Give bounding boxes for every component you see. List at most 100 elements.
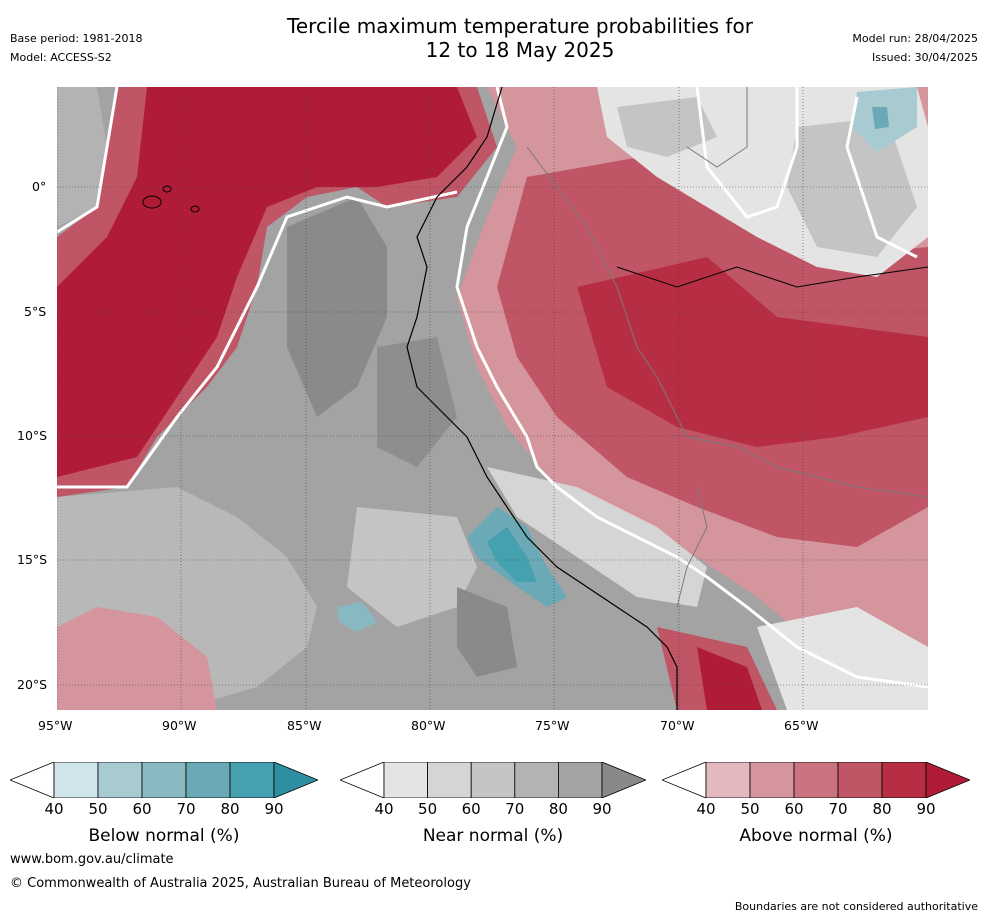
colorbar-below-normal-ticks: 40 50 60 70 80 90 bbox=[10, 802, 318, 820]
lat-tick-label: 20°S bbox=[17, 677, 48, 692]
near-normal-region bbox=[347, 507, 477, 627]
colorbar-swatch bbox=[229, 762, 275, 798]
model-name-text: Model: ACCESS-S2 bbox=[10, 51, 112, 64]
colorbar-tick-label: 40 bbox=[374, 800, 394, 818]
colorbar-tick-label: 50 bbox=[740, 800, 760, 818]
below-normal-high-region bbox=[487, 527, 537, 582]
colorbar-swatch bbox=[141, 762, 187, 798]
near-normal-region bbox=[487, 467, 707, 607]
colorbar-swatch bbox=[837, 762, 883, 798]
lon-tick-label: 70°W bbox=[660, 718, 695, 733]
contour-line bbox=[57, 87, 119, 234]
colorbar-tick-label: 80 bbox=[220, 800, 240, 818]
country-border bbox=[656, 376, 928, 498]
probability-map bbox=[57, 87, 928, 710]
lon-tick-label: 65°W bbox=[784, 718, 819, 733]
colorbar-swatch bbox=[427, 762, 472, 798]
contour-line bbox=[695, 87, 799, 219]
lat-tick-label: 5°S bbox=[24, 304, 47, 319]
coastline bbox=[406, 87, 678, 710]
colorbar-under-triangle bbox=[662, 762, 707, 798]
below-normal-high-region bbox=[872, 107, 889, 129]
lat-tick-label: 0° bbox=[32, 179, 47, 194]
colorbar-tick-label: 80 bbox=[872, 800, 892, 818]
colorbar-swatch bbox=[793, 762, 839, 798]
colorbar-below-normal-swatches bbox=[10, 762, 318, 798]
colorbar-above-normal-ticks: 40 50 60 70 80 90 bbox=[662, 802, 970, 820]
above-normal-region bbox=[57, 607, 217, 710]
near-normal-high-region bbox=[377, 337, 457, 467]
probability-map-canvas bbox=[57, 87, 928, 710]
colorbar-under-triangle bbox=[340, 762, 385, 798]
colorbar-over-triangle bbox=[925, 762, 970, 798]
copyright-text: © Commonwealth of Australia 2025, Austra… bbox=[10, 876, 471, 891]
colorbar-tick-label: 60 bbox=[132, 800, 152, 818]
colorbar-tick-label: 40 bbox=[696, 800, 716, 818]
colorbar-swatch bbox=[185, 762, 231, 798]
colorbar-over-triangle bbox=[273, 762, 318, 798]
country-border bbox=[676, 486, 708, 608]
colorbar-below-normal: 40 50 60 70 80 90 Below normal (%) bbox=[10, 762, 318, 852]
river-line bbox=[616, 266, 928, 288]
above-normal-high-region bbox=[57, 87, 477, 477]
colorbar-swatch bbox=[514, 762, 559, 798]
map-title-line1: Tercile maximum temperature probabilitie… bbox=[287, 14, 753, 38]
country-border bbox=[526, 146, 658, 378]
gridlines bbox=[57, 87, 928, 710]
colorbar-near-normal: 40 50 60 70 80 90 Near normal (%) bbox=[340, 762, 646, 852]
disclaimer-text: Boundaries are not considered authoritat… bbox=[734, 900, 978, 913]
colorbar-swatch bbox=[470, 762, 516, 798]
lon-tick-label: 90°W bbox=[162, 718, 197, 733]
colorbar-tick-label: 70 bbox=[505, 800, 525, 818]
contour-line bbox=[845, 96, 918, 259]
colorbar-tick-label: 70 bbox=[828, 800, 848, 818]
colorbar-swatch bbox=[97, 762, 143, 798]
colorbar-tick-label: 40 bbox=[44, 800, 64, 818]
issued-date-text: Issued: 30/04/2025 bbox=[871, 51, 978, 64]
colorbar-tick-label: 70 bbox=[176, 800, 196, 818]
colorbar-above-normal-swatches bbox=[662, 762, 970, 798]
colorbar-over-triangle bbox=[601, 762, 646, 798]
below-normal-region bbox=[337, 602, 377, 632]
colorbar-swatch bbox=[749, 762, 795, 798]
galapagos-island bbox=[162, 185, 172, 193]
colorbar-tick-label: 90 bbox=[916, 800, 936, 818]
colorbar-tick-label: 50 bbox=[418, 800, 438, 818]
model-run-text: Model run: 28/04/2025 bbox=[852, 32, 978, 45]
colorbar-near-normal-swatches bbox=[340, 762, 646, 798]
lon-tick-label: 75°W bbox=[535, 718, 570, 733]
near-normal-region bbox=[617, 97, 717, 157]
colorbar-tick-label: 60 bbox=[784, 800, 804, 818]
country-border bbox=[686, 87, 748, 168]
colorbar-tick-label: 80 bbox=[548, 800, 568, 818]
colorbar-tick-label: 60 bbox=[461, 800, 481, 818]
colorbar-swatch bbox=[557, 762, 603, 798]
galapagos-island bbox=[190, 205, 200, 213]
near-normal-region bbox=[57, 87, 107, 227]
colorbar-swatch bbox=[705, 762, 751, 798]
above-normal-high-region bbox=[577, 257, 928, 447]
map-title-line2: 12 to 18 May 2025 bbox=[425, 38, 615, 62]
colorbar-swatch bbox=[881, 762, 927, 798]
colorbar-above-normal: 40 50 60 70 80 90 Above normal (%) bbox=[662, 762, 970, 852]
lon-tick-label: 80°W bbox=[411, 718, 446, 733]
colorbar-below-normal-title: Below normal (%) bbox=[88, 826, 240, 846]
above-normal-high-region bbox=[697, 647, 762, 710]
near-normal-high-region bbox=[287, 197, 387, 417]
colorbar-near-normal-title: Near normal (%) bbox=[422, 826, 564, 846]
lat-tick-label: 15°S bbox=[17, 552, 48, 567]
colorbar-near-normal-ticks: 40 50 60 70 80 90 bbox=[340, 802, 646, 820]
source-url: www.bom.gov.au/climate bbox=[10, 852, 174, 867]
lon-tick-label: 95°W bbox=[38, 718, 73, 733]
base-period-text: Base period: 1981-2018 bbox=[10, 32, 143, 45]
colorbar-swatch bbox=[53, 762, 99, 798]
colorbar-tick-label: 50 bbox=[88, 800, 108, 818]
contour-line bbox=[455, 87, 928, 689]
colorbar-under-triangle bbox=[10, 762, 55, 798]
colorbar-tick-label: 90 bbox=[264, 800, 284, 818]
lon-tick-label: 85°W bbox=[287, 718, 322, 733]
galapagos-island bbox=[142, 195, 162, 209]
colorbar-above-normal-title: Above normal (%) bbox=[739, 826, 893, 846]
colorbar-swatch bbox=[383, 762, 428, 798]
lat-tick-label: 10°S bbox=[17, 428, 48, 443]
